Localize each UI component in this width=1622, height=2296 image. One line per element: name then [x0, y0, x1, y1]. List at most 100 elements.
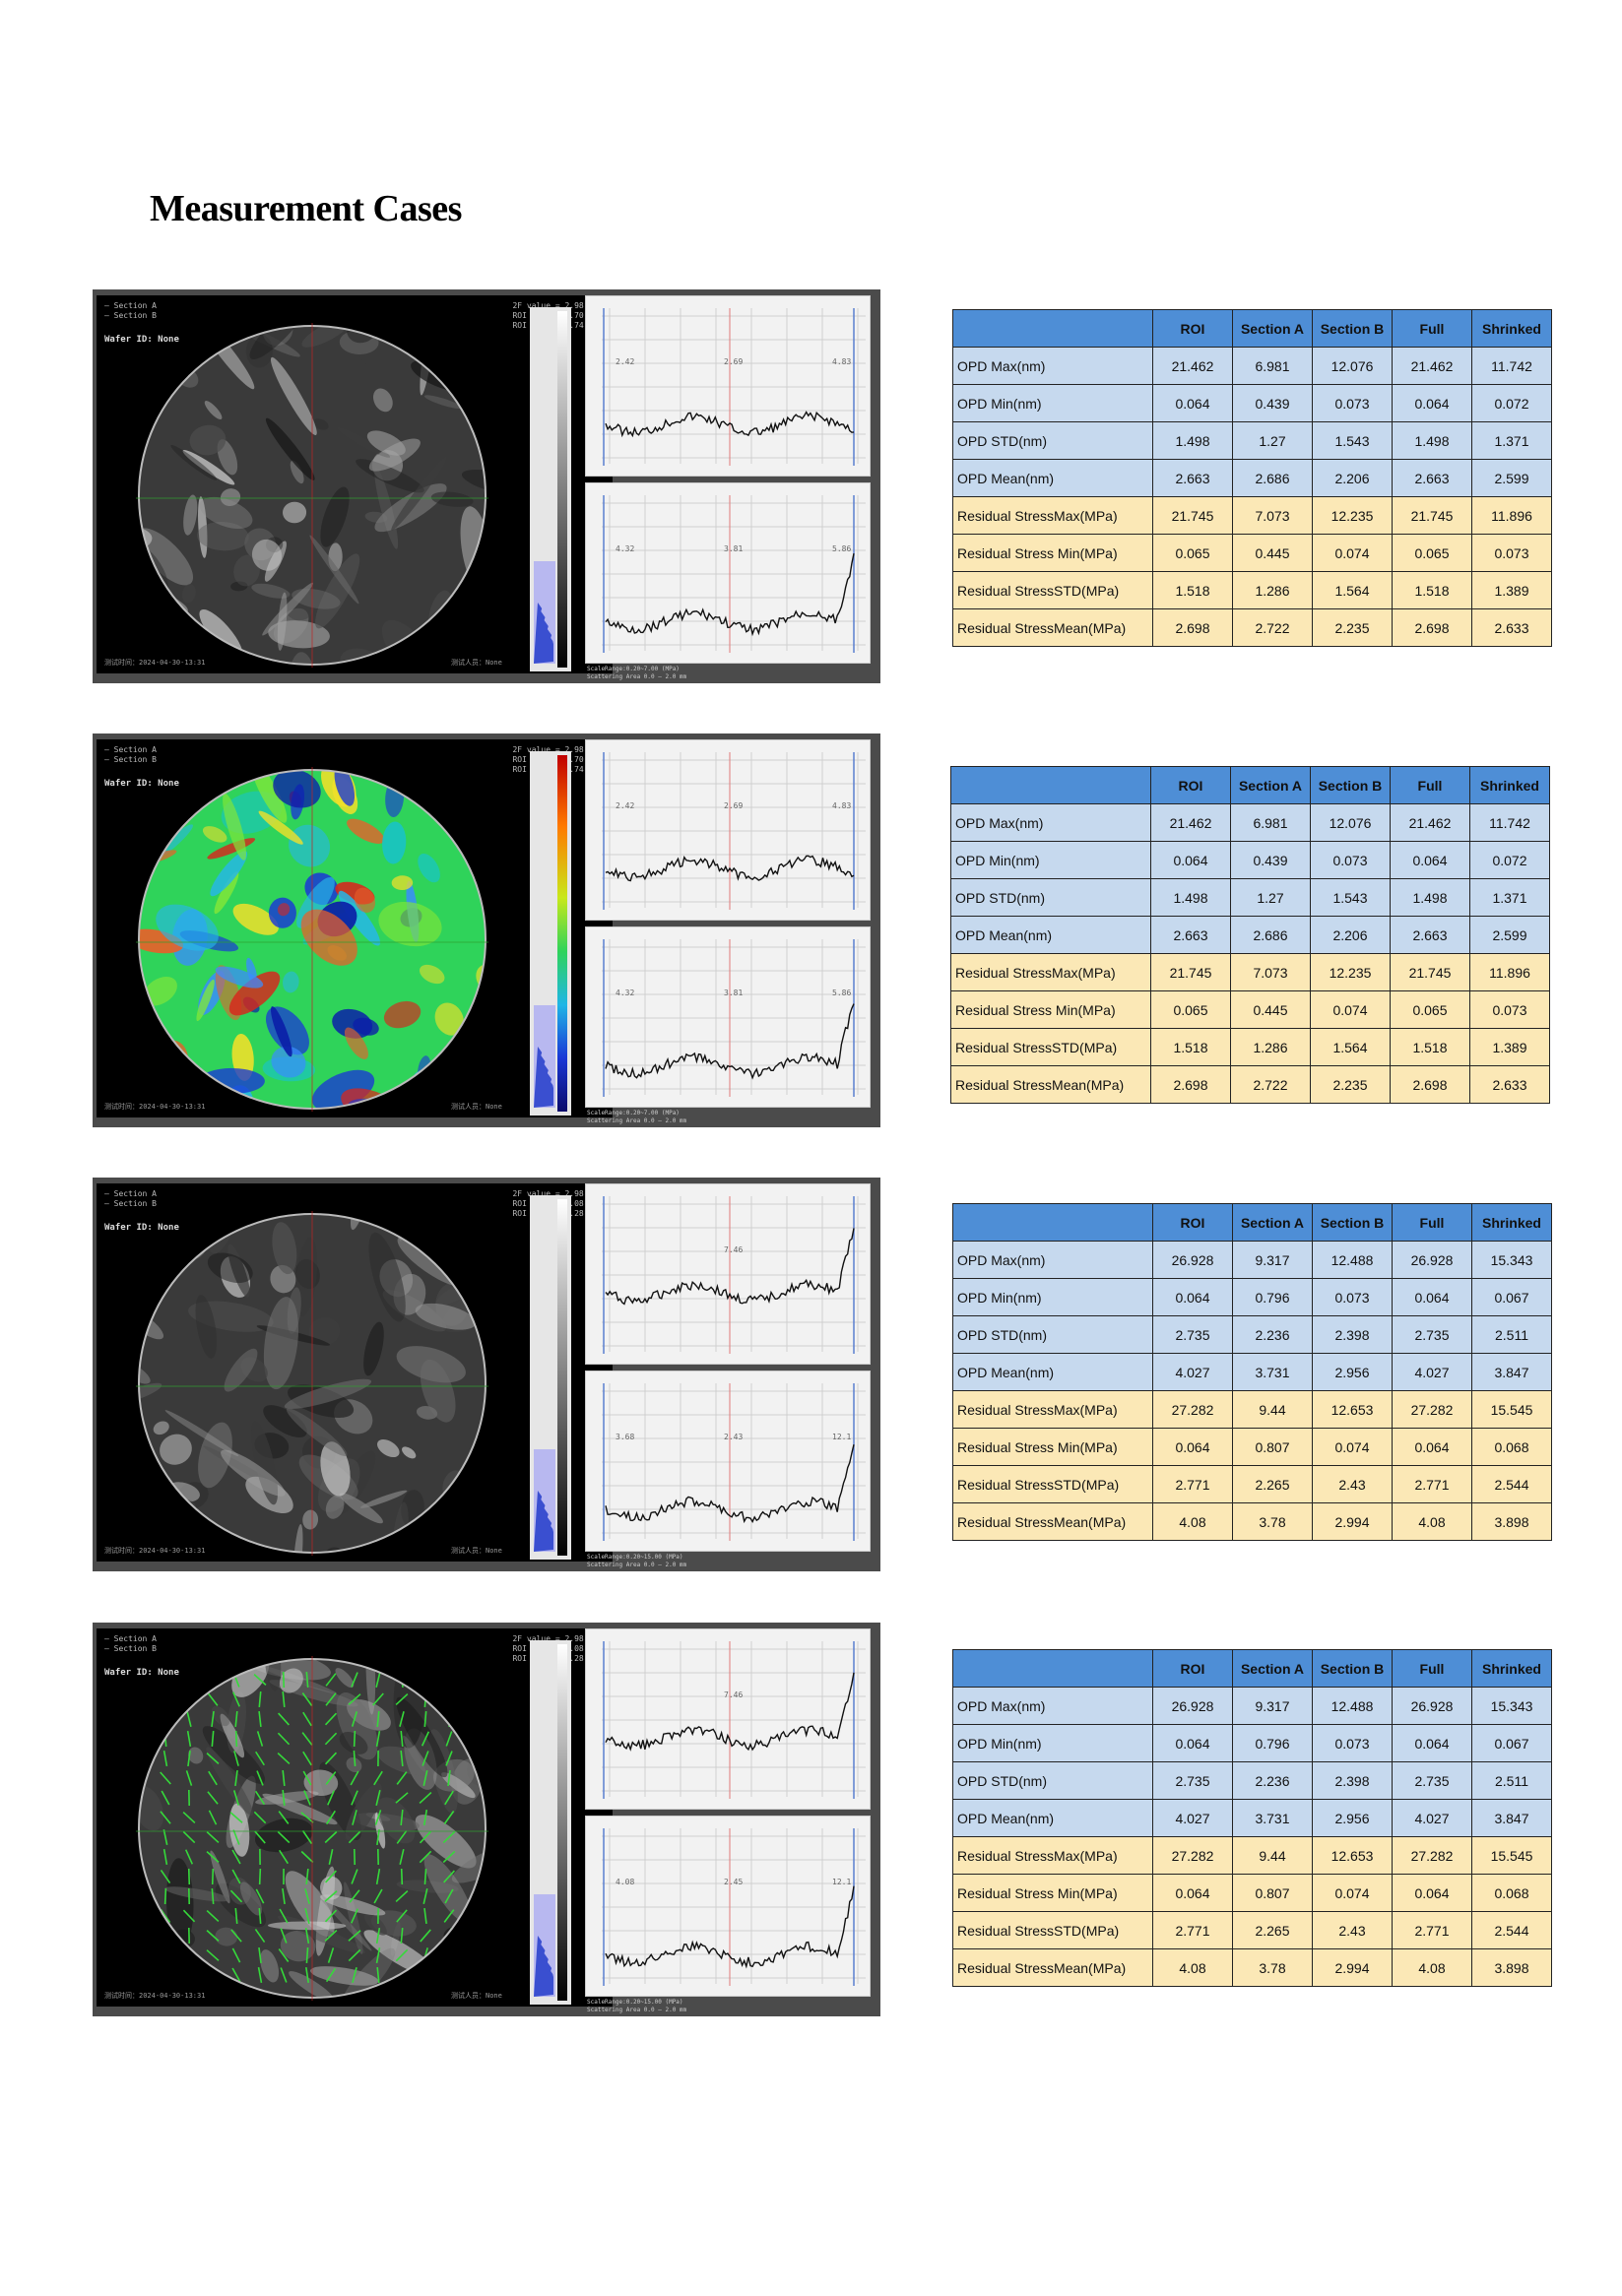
- table-cell: 2.265: [1232, 1911, 1313, 1949]
- table-cell: 3.847: [1471, 1799, 1552, 1837]
- table-cell: 0.073: [1312, 384, 1393, 422]
- scale-line: Scattering Area 0.0 — 2.0 mm: [587, 2007, 687, 2013]
- table-cell: 2.771: [1392, 1465, 1472, 1503]
- colorbar-gradient: [557, 1644, 567, 2001]
- colorbar: [530, 751, 571, 1116]
- table-cell: 26.928: [1392, 1687, 1472, 1725]
- table-cell: 4.08: [1152, 1502, 1233, 1541]
- wafer-id: Wafer ID: None: [104, 335, 179, 345]
- table-cell: 3.898: [1471, 1948, 1552, 1987]
- table-cell: 3.731: [1232, 1799, 1313, 1837]
- profile-plots: 7.46 4.08 2.45 12.1: [585, 1628, 880, 2007]
- table-body: OPD Max(nm) 26.928 9.317 12.488 26.928 15.343…: [952, 1687, 1552, 1987]
- table-cell: 2.994: [1312, 1502, 1393, 1541]
- table-cell: 2.698: [1150, 1065, 1231, 1104]
- table-cell: 0.073: [1312, 1278, 1393, 1316]
- table-row: OPD Min(nm) 0.064 0.796 0.073 0.064 0.067: [952, 1724, 1552, 1762]
- column-header: Full: [1392, 1649, 1472, 1688]
- table-cell: 0.064: [1152, 1278, 1233, 1316]
- table-cell: 2.722: [1230, 1065, 1311, 1104]
- plot-value-label: 4.32: [616, 544, 635, 553]
- test-operator: 测试人员：None: [451, 659, 502, 667]
- table-cell: 3.847: [1471, 1353, 1552, 1391]
- table-cell: 0.073: [1312, 1724, 1393, 1762]
- column-header: ROI: [1152, 309, 1233, 348]
- row-label: Residual Stress Min(MPa): [952, 1874, 1153, 1912]
- plot-value-label: 3.81: [724, 544, 744, 553]
- column-header: Section B: [1312, 1203, 1393, 1242]
- table-cell: 7.073: [1230, 953, 1311, 991]
- table-cell: 0.807: [1232, 1428, 1313, 1466]
- profile-plots: 2.42 2.69 4.83 4.32 3.81 5.86: [585, 739, 880, 1117]
- table-row: Residual Stress Min(MPa) 0.065 0.445 0.074 0…: [952, 534, 1552, 572]
- legend-text: — Section A — Section B: [104, 1634, 157, 1654]
- table-cell: 0.796: [1232, 1278, 1313, 1316]
- table-cell: 15.545: [1471, 1390, 1552, 1429]
- wafer-image: [136, 1656, 488, 2001]
- table-cell: 2.236: [1232, 1315, 1313, 1354]
- table-row: Residual StressSTD(MPa) 1.518 1.286 1.564 1.…: [952, 571, 1552, 609]
- wafer-id: Wafer ID: None: [104, 1668, 179, 1678]
- profile-chart: [602, 752, 866, 910]
- table-cell: 0.064: [1392, 384, 1472, 422]
- table-cell: 4.027: [1392, 1353, 1472, 1391]
- wafer-screenshot: — Section A — Section B Wafer ID: None 2F v…: [93, 1178, 880, 1571]
- colorbar-gradient: [557, 1199, 567, 1556]
- table-cell: 2.235: [1310, 1065, 1391, 1104]
- column-header: ROI: [1150, 766, 1231, 804]
- plot-line: [605, 1003, 855, 1080]
- table-cell: 26.928: [1152, 1241, 1233, 1279]
- table-cell: 2.686: [1230, 916, 1311, 954]
- row-label: OPD STD(nm): [952, 1315, 1153, 1354]
- wafer-map-panel: — Section A — Section B Wafer ID: None 2F v…: [97, 1183, 613, 1562]
- table-cell: 2.398: [1312, 1315, 1393, 1354]
- table-cell: 0.067: [1471, 1278, 1552, 1316]
- table-cell: 2.956: [1312, 1353, 1393, 1391]
- table-cell: 6.981: [1232, 347, 1313, 385]
- profile-chart: [602, 1828, 866, 1986]
- scale-line: Scattering Area 0.0 — 2.0 mm: [587, 1562, 687, 1568]
- row-label: OPD Max(nm): [952, 1241, 1153, 1279]
- legend-entry: — Section B: [104, 1644, 157, 1653]
- table-cell: 9.317: [1232, 1241, 1313, 1279]
- table-cell: 2.235: [1312, 608, 1393, 647]
- legend-entry: — Section A: [104, 1189, 157, 1198]
- table-cell: 1.518: [1390, 1028, 1470, 1066]
- table-cell: 7.073: [1232, 496, 1313, 535]
- test-operator: 测试人员：None: [451, 1103, 502, 1111]
- histogram: [534, 1047, 553, 1108]
- table-cell: 21.745: [1392, 496, 1472, 535]
- table-cell: 11.742: [1469, 803, 1550, 842]
- colorbar-gradient: [557, 755, 567, 1112]
- wafer-id: Wafer ID: None: [104, 779, 179, 789]
- table-row: Residual StressMean(MPa) 4.08 3.78 2.994 4.0…: [952, 1502, 1552, 1541]
- table-cell: 4.08: [1152, 1948, 1233, 1987]
- wafer-image: [136, 1211, 488, 1556]
- table-cell: 21.462: [1392, 347, 1472, 385]
- header-blank: [952, 1203, 1153, 1242]
- table-cell: 2.544: [1471, 1911, 1552, 1949]
- table-cell: 2.663: [1390, 916, 1470, 954]
- row-label: Residual StressMean(MPa): [952, 608, 1153, 647]
- table-header: ROI Section A Section B Full Shrinked: [952, 1649, 1552, 1688]
- table-cell: 4.027: [1152, 1799, 1233, 1837]
- table-row: Residual Stress Min(MPa) 0.065 0.445 0.074 0…: [950, 990, 1550, 1029]
- table-cell: 2.206: [1310, 916, 1391, 954]
- table-cell: 12.653: [1312, 1390, 1393, 1429]
- table-body: OPD Max(nm) 21.462 6.981 12.076 21.462 11.742…: [952, 347, 1552, 647]
- scale-line: ScaleRange:0.20~7.00 (MPa): [587, 666, 680, 672]
- table-cell: 3.731: [1232, 1353, 1313, 1391]
- legend-entry: — Section B: [104, 755, 157, 764]
- table-cell: 2.663: [1152, 459, 1233, 497]
- table-cell: 26.928: [1392, 1241, 1472, 1279]
- column-header: Section A: [1232, 1203, 1313, 1242]
- wafer-map-panel: — Section A — Section B Wafer ID: None 2F v…: [97, 295, 613, 673]
- table-cell: 4.08: [1392, 1502, 1472, 1541]
- plot-value-label: 2.43: [724, 1433, 744, 1441]
- column-header: Shrinked: [1469, 766, 1550, 804]
- table-cell: 21.745: [1150, 953, 1231, 991]
- table-cell: 4.027: [1392, 1799, 1472, 1837]
- table-row: OPD STD(nm) 2.735 2.236 2.398 2.735 2.511: [952, 1761, 1552, 1800]
- column-header: Shrinked: [1471, 309, 1552, 348]
- table-cell: 1.543: [1310, 878, 1391, 917]
